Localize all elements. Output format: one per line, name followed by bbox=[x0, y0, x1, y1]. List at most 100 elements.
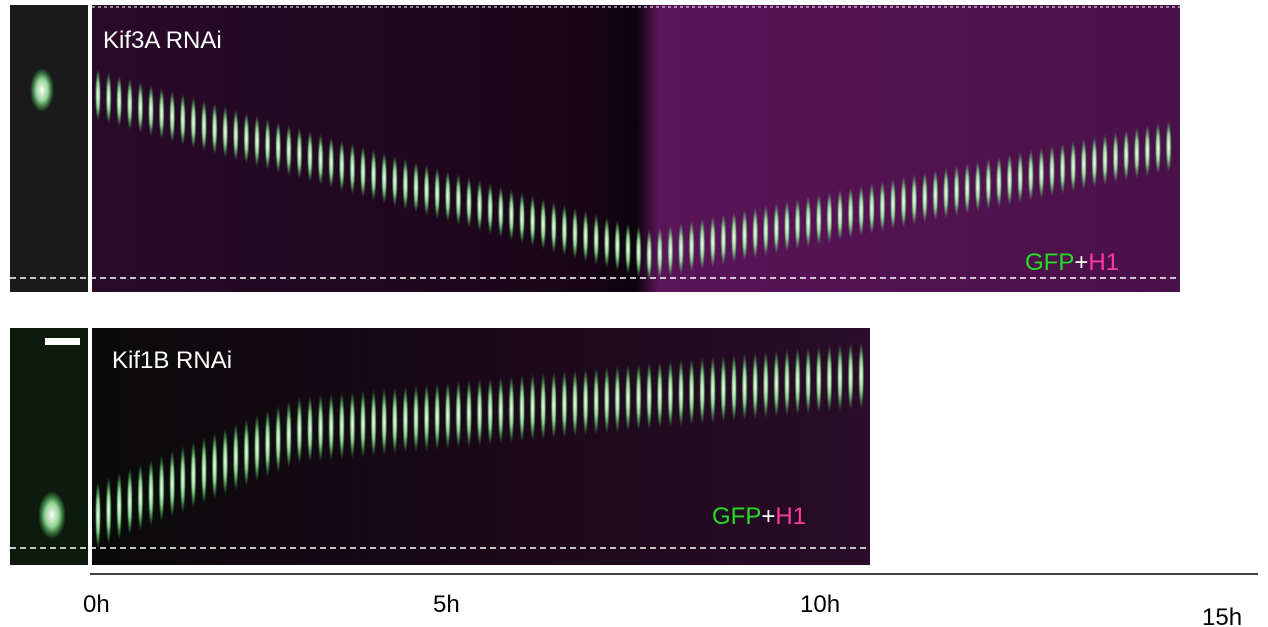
streak bbox=[190, 440, 197, 509]
streak bbox=[688, 220, 695, 273]
streak bbox=[349, 142, 356, 195]
streak bbox=[794, 347, 801, 416]
streak bbox=[1091, 135, 1098, 188]
streak bbox=[158, 454, 165, 523]
streak bbox=[1049, 144, 1055, 197]
streak bbox=[148, 84, 154, 137]
streak bbox=[858, 184, 865, 237]
kymograph-panel: Kif3A RNAi GFP+H1 bbox=[10, 5, 1180, 292]
streak bbox=[179, 93, 186, 146]
streak bbox=[466, 379, 472, 448]
streak bbox=[1133, 127, 1140, 180]
inset bbox=[10, 5, 88, 292]
streak bbox=[423, 164, 430, 217]
streak bbox=[1155, 122, 1161, 175]
streak bbox=[1112, 131, 1119, 184]
legend: GFP+H1 bbox=[712, 503, 806, 530]
streak bbox=[148, 458, 154, 527]
streak bbox=[391, 386, 398, 455]
streak bbox=[784, 348, 790, 417]
streak bbox=[625, 364, 631, 433]
streak bbox=[699, 356, 706, 425]
streak bbox=[307, 395, 313, 464]
streak bbox=[762, 350, 769, 419]
legend-h1: H1 bbox=[1088, 249, 1119, 276]
streak bbox=[349, 390, 356, 459]
streak bbox=[307, 130, 313, 183]
streak bbox=[381, 151, 388, 204]
streak bbox=[572, 207, 578, 260]
streak bbox=[370, 388, 377, 457]
streak bbox=[550, 201, 557, 254]
streak bbox=[296, 127, 303, 180]
streak bbox=[656, 226, 663, 279]
kymograph-panel: Kif1B RNAi GFP+H1 bbox=[10, 328, 870, 565]
streak bbox=[158, 87, 165, 140]
streak bbox=[784, 200, 790, 253]
streaks bbox=[95, 69, 1172, 281]
streak bbox=[360, 389, 366, 458]
streak bbox=[678, 222, 684, 275]
inset-cell bbox=[38, 491, 66, 539]
streak bbox=[508, 375, 515, 444]
streaks bbox=[95, 341, 865, 549]
panel-label: Kif3A RNAi bbox=[103, 27, 222, 54]
streak bbox=[497, 185, 504, 238]
streak bbox=[593, 213, 600, 266]
streak bbox=[561, 204, 568, 257]
streak bbox=[985, 158, 992, 211]
streak bbox=[1080, 138, 1087, 191]
streak bbox=[667, 224, 674, 277]
streak bbox=[699, 218, 706, 271]
streak bbox=[487, 377, 494, 446]
kymograph bbox=[92, 328, 870, 565]
streak bbox=[243, 418, 250, 487]
streak bbox=[815, 345, 822, 414]
streak bbox=[317, 393, 324, 462]
legend-gfp: GFP bbox=[712, 503, 761, 530]
streak bbox=[466, 176, 472, 229]
streak bbox=[179, 445, 186, 514]
streak bbox=[932, 169, 939, 222]
streak bbox=[794, 198, 801, 251]
streak bbox=[285, 124, 292, 177]
streak bbox=[1027, 149, 1034, 202]
streak bbox=[805, 346, 812, 415]
time-label: 5h bbox=[433, 591, 460, 618]
streak bbox=[646, 362, 653, 431]
streak bbox=[614, 219, 621, 272]
streak bbox=[921, 171, 928, 224]
time-label: 15h bbox=[1202, 604, 1242, 627]
streak bbox=[550, 371, 557, 440]
streak bbox=[762, 204, 769, 257]
streak bbox=[529, 373, 536, 442]
streak bbox=[381, 387, 388, 456]
streak bbox=[1102, 133, 1108, 186]
streak bbox=[890, 178, 896, 231]
streak bbox=[911, 173, 918, 226]
streak bbox=[635, 225, 642, 278]
streak bbox=[635, 363, 642, 432]
streak bbox=[847, 342, 854, 411]
streak bbox=[137, 81, 144, 134]
streak bbox=[391, 155, 398, 208]
streak bbox=[413, 161, 419, 214]
streak bbox=[625, 222, 631, 275]
time-label: 0h bbox=[83, 591, 110, 618]
streak bbox=[1017, 151, 1024, 204]
streak bbox=[476, 179, 483, 232]
streak bbox=[731, 353, 737, 422]
streak bbox=[826, 191, 833, 244]
streak bbox=[360, 145, 366, 198]
streak bbox=[338, 391, 345, 460]
streak bbox=[953, 164, 960, 217]
streak bbox=[455, 173, 462, 226]
streak bbox=[731, 211, 737, 264]
streak bbox=[222, 427, 229, 496]
streak bbox=[773, 349, 780, 418]
streak bbox=[105, 476, 112, 545]
streak bbox=[688, 357, 695, 426]
streak bbox=[1070, 140, 1077, 193]
streak bbox=[519, 374, 525, 443]
